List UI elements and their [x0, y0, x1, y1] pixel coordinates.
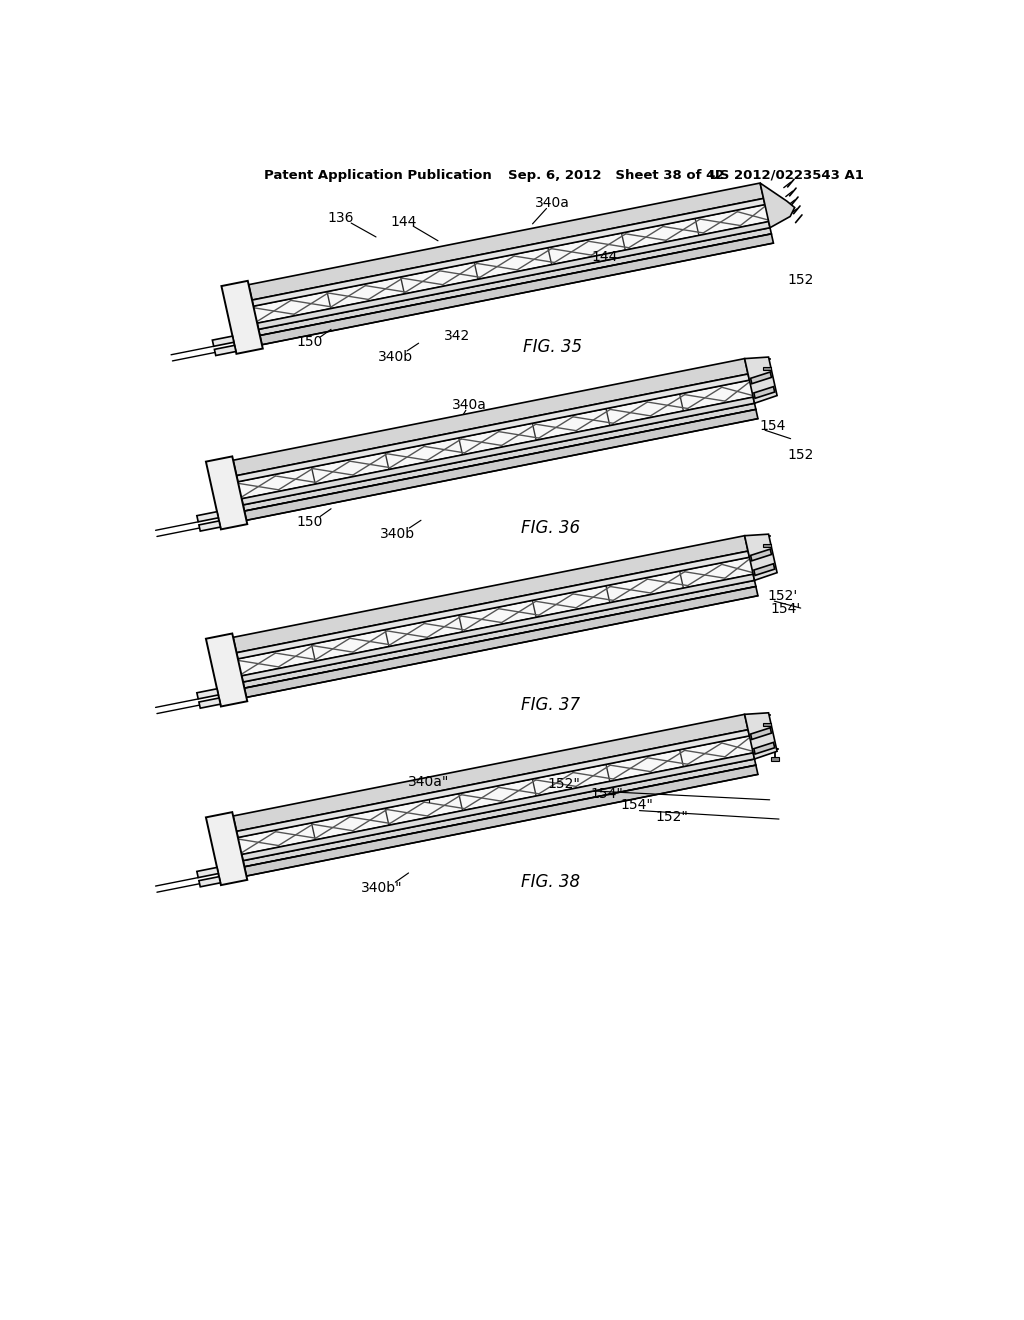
- Polygon shape: [751, 727, 771, 739]
- Polygon shape: [754, 742, 775, 754]
- Text: 340a: 340a: [452, 397, 486, 412]
- Polygon shape: [242, 397, 755, 506]
- Text: 144: 144: [390, 215, 417, 228]
- Text: 152: 152: [787, 447, 814, 462]
- Polygon shape: [744, 358, 777, 404]
- Polygon shape: [243, 404, 756, 511]
- Text: FIG. 36: FIG. 36: [521, 519, 580, 537]
- Polygon shape: [233, 714, 748, 832]
- Polygon shape: [252, 198, 765, 306]
- Text: FIG. 38: FIG. 38: [521, 874, 580, 891]
- Polygon shape: [763, 367, 771, 370]
- Text: 152': 152': [768, 589, 798, 603]
- Text: 340b: 340b: [380, 527, 416, 541]
- Polygon shape: [242, 574, 755, 682]
- Polygon shape: [751, 372, 771, 384]
- Polygon shape: [199, 876, 220, 887]
- Polygon shape: [763, 544, 771, 548]
- Polygon shape: [221, 281, 263, 354]
- Polygon shape: [249, 183, 764, 300]
- Text: 154: 154: [760, 420, 786, 433]
- Text: 152": 152": [547, 776, 580, 791]
- Text: 152: 152: [787, 273, 814, 286]
- Polygon shape: [243, 759, 756, 867]
- Polygon shape: [206, 457, 247, 529]
- Text: 154": 154": [591, 788, 624, 801]
- Polygon shape: [233, 536, 748, 653]
- Text: 154": 154": [620, 799, 653, 812]
- Text: FIG. 37: FIG. 37: [521, 696, 580, 714]
- Text: 136: 136: [328, 211, 354, 226]
- Text: US 2012/0223543 A1: US 2012/0223543 A1: [710, 169, 864, 182]
- Polygon shape: [242, 752, 755, 861]
- Polygon shape: [233, 359, 748, 475]
- Polygon shape: [212, 337, 233, 346]
- Text: 150: 150: [297, 515, 324, 529]
- Text: Sep. 6, 2012   Sheet 38 of 42: Sep. 6, 2012 Sheet 38 of 42: [508, 169, 724, 182]
- Polygon shape: [237, 552, 750, 659]
- Polygon shape: [237, 730, 750, 838]
- Text: 154': 154': [770, 602, 801, 616]
- Polygon shape: [199, 521, 220, 531]
- Text: 152": 152": [655, 809, 688, 824]
- Text: 340b: 340b: [378, 350, 413, 364]
- Text: Patent Application Publication: Patent Application Publication: [263, 169, 492, 182]
- Polygon shape: [751, 549, 771, 561]
- Text: 340a: 340a: [536, 197, 570, 210]
- Polygon shape: [245, 409, 758, 520]
- Polygon shape: [260, 234, 773, 345]
- Polygon shape: [245, 766, 758, 876]
- Polygon shape: [206, 634, 247, 706]
- Polygon shape: [760, 183, 795, 227]
- Text: 144: 144: [592, 249, 617, 264]
- Text: 340b": 340b": [361, 882, 403, 895]
- Polygon shape: [771, 758, 778, 760]
- Polygon shape: [237, 374, 750, 482]
- Polygon shape: [238, 737, 753, 854]
- Polygon shape: [253, 205, 769, 323]
- Text: FIG. 35: FIG. 35: [523, 338, 583, 356]
- Text: 150: 150: [297, 335, 324, 348]
- Polygon shape: [258, 227, 771, 335]
- Polygon shape: [197, 867, 218, 878]
- Polygon shape: [754, 564, 775, 576]
- Polygon shape: [754, 387, 775, 399]
- Polygon shape: [197, 689, 218, 700]
- Polygon shape: [744, 713, 777, 759]
- Polygon shape: [199, 698, 220, 708]
- Text: 342: 342: [444, 329, 470, 342]
- Polygon shape: [206, 812, 247, 886]
- Polygon shape: [245, 586, 758, 697]
- Polygon shape: [257, 222, 770, 330]
- Polygon shape: [238, 380, 753, 499]
- Polygon shape: [214, 346, 236, 355]
- Polygon shape: [243, 581, 756, 688]
- Polygon shape: [197, 512, 218, 521]
- Polygon shape: [238, 557, 753, 676]
- Text: 340a": 340a": [408, 775, 450, 789]
- Polygon shape: [763, 723, 771, 726]
- Polygon shape: [744, 535, 777, 581]
